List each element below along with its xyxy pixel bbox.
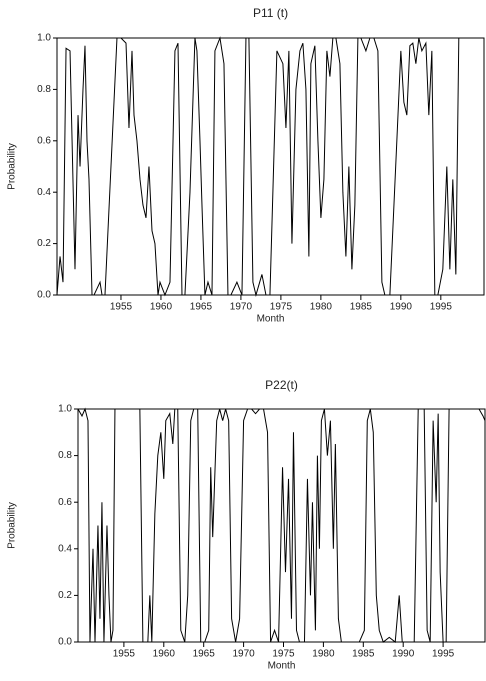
x-tick-label: 1990 <box>392 649 415 660</box>
chart-title: P11 (t) <box>253 6 288 20</box>
x-tick-label: 1960 <box>153 649 176 660</box>
x-tick-label: 1980 <box>312 649 335 660</box>
x-tick-label: 1970 <box>232 649 255 660</box>
y-tick-label: 0.0 <box>37 290 51 301</box>
y-tick-label: 0.6 <box>58 497 72 508</box>
x-tick-label: 1965 <box>193 649 216 660</box>
y-tick-label: 0.4 <box>58 543 72 554</box>
y-axis-label: Probability <box>7 143 18 190</box>
x-tick-label: 1995 <box>430 302 453 313</box>
series-line <box>56 36 478 297</box>
x-axis-label: Month <box>257 314 285 325</box>
y-tick-label: 0.2 <box>58 590 72 601</box>
x-tick-label: 1995 <box>432 649 455 660</box>
y-tick-label: 1.0 <box>37 33 51 44</box>
x-tick-label: 1975 <box>272 649 295 660</box>
y-tick-label: 0.0 <box>58 637 72 648</box>
y-tick-label: 0.6 <box>37 135 51 146</box>
x-tick-label: 1980 <box>310 302 333 313</box>
series-line <box>77 407 486 643</box>
chart-title: P22(t) <box>265 378 298 392</box>
y-axis-label: Probability <box>7 502 18 549</box>
x-tick-label: 1955 <box>110 302 133 313</box>
plot-frame <box>56 37 485 296</box>
x-tick-label: 1975 <box>270 302 293 313</box>
x-tick-label: 1955 <box>113 649 136 660</box>
plot-frame <box>77 408 486 643</box>
y-tick-label: 0.8 <box>37 84 51 95</box>
x-tick-label: 1965 <box>190 302 213 313</box>
x-tick-label: 1985 <box>352 649 375 660</box>
y-tick-label: 0.8 <box>58 450 72 461</box>
y-tick-label: 1.0 <box>58 404 72 415</box>
x-tick-label: 1985 <box>350 302 373 313</box>
x-axis-label: Month <box>268 661 296 672</box>
x-tick-label: 1970 <box>230 302 253 313</box>
x-tick-label: 1960 <box>150 302 173 313</box>
y-tick-label: 0.4 <box>37 187 51 198</box>
x-tick-label: 1990 <box>390 302 413 313</box>
y-tick-label: 0.2 <box>37 238 51 249</box>
